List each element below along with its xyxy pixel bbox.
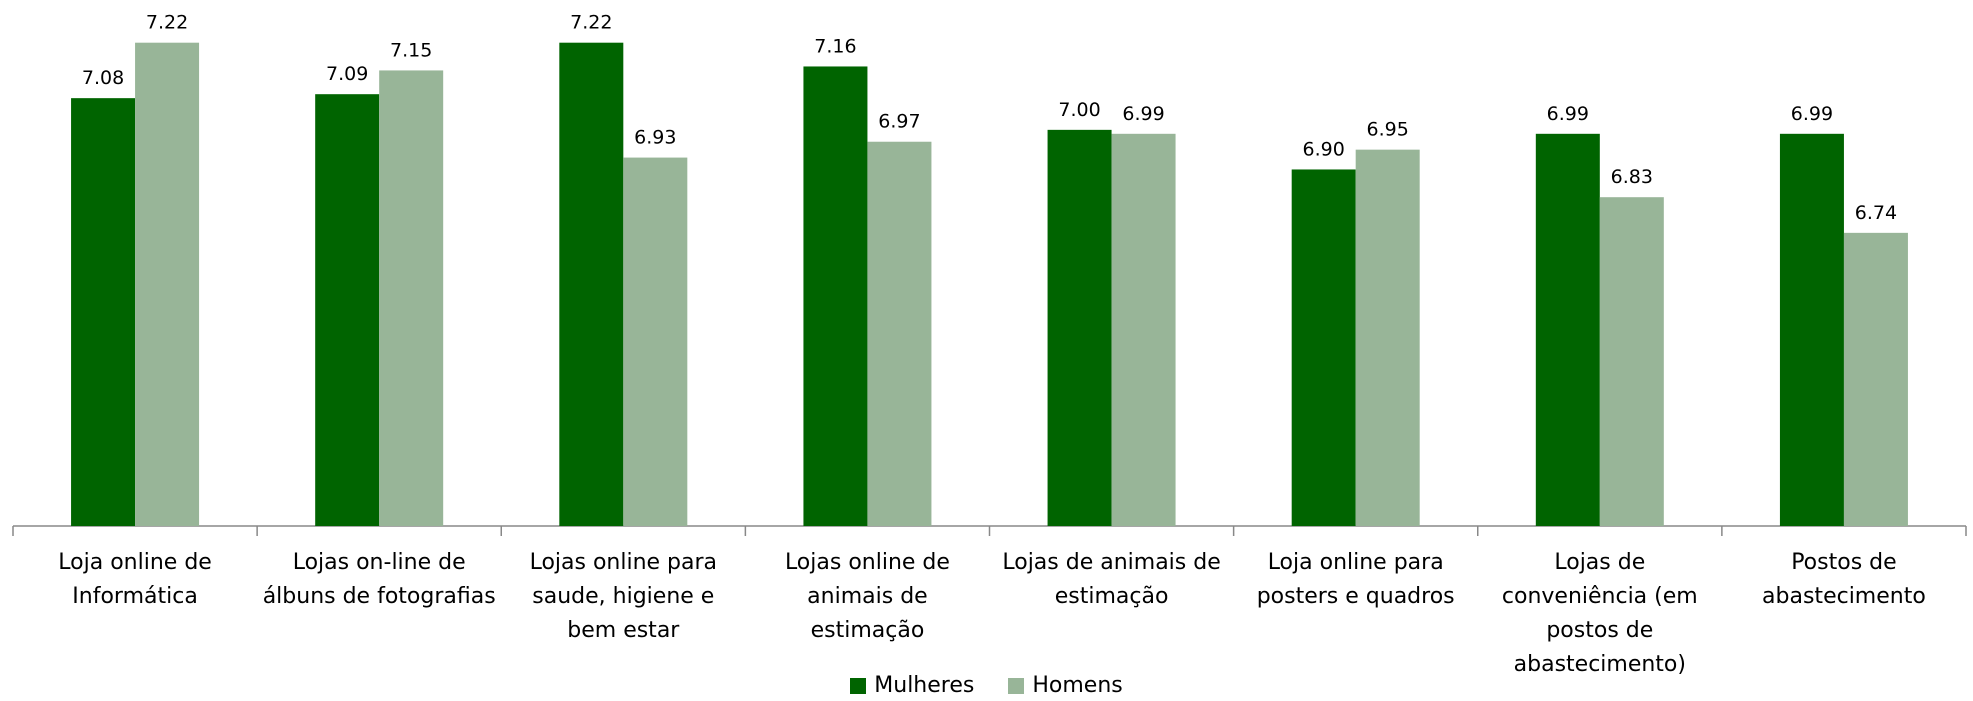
- data-label: 6.83: [1611, 166, 1653, 188]
- x-tick-label: Lojas on-line de álbuns de fotografias: [262, 550, 496, 609]
- bar: [559, 42, 624, 526]
- bar: [623, 157, 688, 527]
- bar: [379, 70, 444, 526]
- x-tick-label: Loja online para posters e quadros: [1256, 550, 1455, 609]
- data-label: 7.22: [146, 12, 188, 34]
- bar: [1599, 197, 1664, 526]
- data-label: 6.97: [878, 111, 920, 133]
- bar: [1535, 133, 1600, 527]
- bar: [1843, 232, 1908, 526]
- x-tick-label: Lojas online para saude, higiene e bem e…: [529, 550, 718, 643]
- x-tick-label: Postos de abastecimento: [1762, 550, 1926, 609]
- bar: [867, 141, 932, 526]
- bar: [1291, 169, 1356, 526]
- legend: Mulheres Homens: [0, 673, 1973, 698]
- data-label: 6.99: [1791, 103, 1833, 125]
- bar: [315, 94, 380, 526]
- data-label: 7.22: [570, 12, 612, 34]
- x-tick-label: Lojas online de animais de estimação: [784, 550, 950, 643]
- data-label: 7.08: [82, 67, 124, 89]
- data-label: 7.15: [390, 39, 432, 61]
- x-tick-label: Loja online de Informática: [58, 550, 212, 609]
- legend-item: Mulheres: [850, 673, 974, 698]
- data-label: 6.90: [1303, 138, 1345, 160]
- bar: [1779, 133, 1844, 527]
- bar: [803, 66, 868, 526]
- data-label: 6.93: [634, 127, 676, 149]
- data-label: 6.99: [1547, 103, 1589, 125]
- legend-swatch: [850, 677, 867, 694]
- data-label: 7.16: [814, 35, 856, 57]
- data-label: 6.95: [1367, 119, 1409, 141]
- legend-label: Homens: [1032, 673, 1123, 698]
- bar: [1111, 133, 1176, 527]
- data-label: 7.00: [1058, 99, 1100, 121]
- legend-label: Mulheres: [874, 673, 975, 698]
- x-tick-label: Lojas de animais de estimação: [1002, 550, 1221, 609]
- legend-item: Homens: [1008, 673, 1123, 698]
- bar: [1047, 129, 1112, 526]
- data-label: 6.99: [1122, 103, 1164, 125]
- data-label: 6.74: [1855, 202, 1897, 224]
- bar: [1355, 149, 1420, 526]
- bar: [71, 98, 136, 527]
- bar: [135, 42, 200, 526]
- legend-swatch: [1008, 677, 1025, 694]
- x-tick-label: Lojas de conveniência (em postos de abas…: [1501, 550, 1698, 677]
- data-label: 7.09: [326, 63, 368, 85]
